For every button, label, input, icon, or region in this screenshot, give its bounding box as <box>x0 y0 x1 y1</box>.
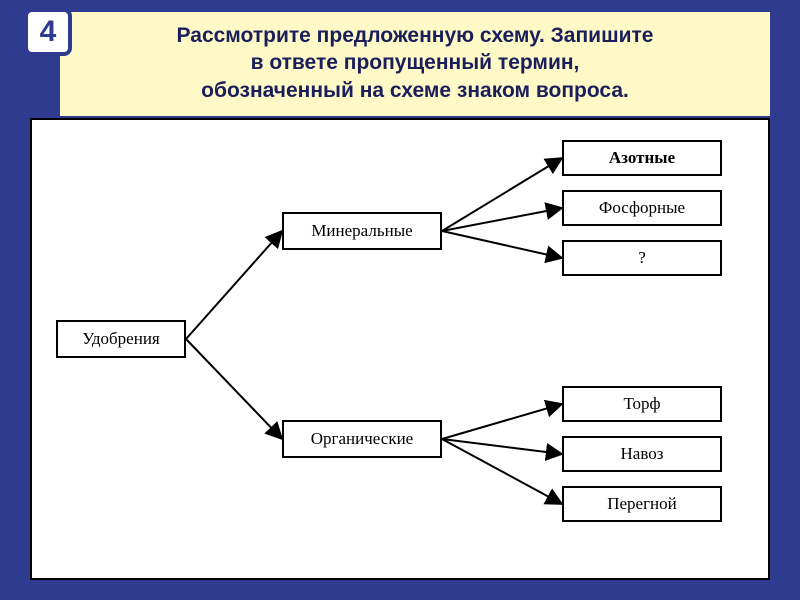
diagram-inner: Удобрения Минеральные Органические Азотные Ф… <box>32 120 768 578</box>
node-org: Органические <box>282 420 442 458</box>
node-fos: Фосфорные <box>562 190 722 226</box>
node-pereg: Перегной <box>562 486 722 522</box>
edge-org-pereg <box>442 439 562 504</box>
node-root: Удобрения <box>56 320 186 358</box>
edge-root-min <box>186 231 282 339</box>
edge-root-org <box>186 339 282 439</box>
edge-min-az <box>442 158 562 231</box>
edge-org-navoz <box>442 439 562 454</box>
node-navoz: Навоз <box>562 436 722 472</box>
node-az: Азотные <box>562 140 722 176</box>
edge-org-torf <box>442 404 562 439</box>
edge-min-fos <box>442 208 562 231</box>
instruction-header: Рассмотрите предложенную схему. Запишите… <box>60 12 770 116</box>
instruction-line-3: обозначенный на схеме знаком вопроса. <box>78 77 752 104</box>
instruction-line-2: в ответе пропущенный термин, <box>78 49 752 76</box>
edge-min-q <box>442 231 562 258</box>
node-q: ? <box>562 240 722 276</box>
node-torf: Торф <box>562 386 722 422</box>
instruction-line-1: Рассмотрите предложенную схему. Запишите <box>78 22 752 49</box>
question-number-badge: 4 <box>24 8 72 56</box>
node-min: Минеральные <box>282 212 442 250</box>
diagram-panel: Удобрения Минеральные Органические Азотные Ф… <box>30 118 770 580</box>
